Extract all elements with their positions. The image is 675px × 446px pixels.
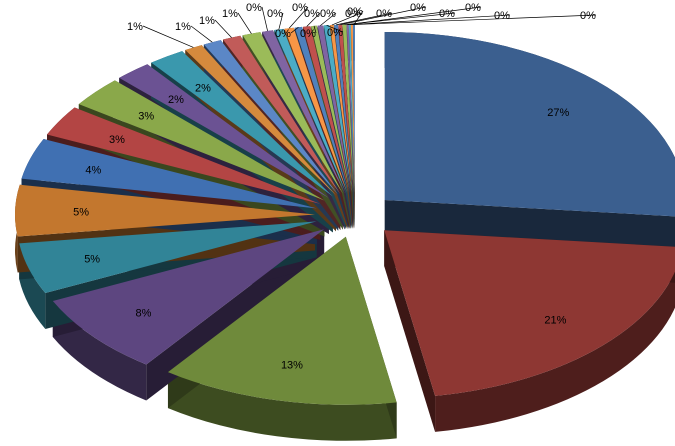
data-label-5: 5% [73, 206, 89, 218]
pie-slice-13 [223, 35, 341, 195]
pie-slice-0 [384, 31, 675, 217]
pie-slice-23 [330, 24, 353, 193]
data-label-18: 0% [275, 28, 291, 40]
leader-line-19 [306, 12, 321, 27]
leader-line-15 [261, 6, 268, 32]
leader-line-12 [190, 25, 213, 43]
data-label-20: 0% [300, 28, 316, 40]
pie-slice-19 [303, 26, 350, 193]
pie-slice-6 [21, 138, 317, 209]
leader-line-27 [347, 6, 482, 25]
leader-line-18 [290, 26, 299, 34]
leader-line-17 [288, 6, 309, 29]
pie-slice-2 [167, 236, 397, 405]
pie-slice-20 [311, 25, 351, 193]
slice-side-1 [435, 271, 675, 432]
data-label-3: 8% [135, 308, 151, 320]
data-label-1: 21% [544, 315, 566, 327]
leader-line-23 [331, 12, 362, 26]
pie-slice-3 [52, 229, 325, 365]
pie-slice-12 [203, 40, 339, 195]
pie-slice-17 [284, 27, 348, 194]
data-label-0: 27% [547, 107, 569, 119]
pie-slice-25 [338, 24, 354, 193]
leader-lines [142, 6, 597, 48]
pie-slice-27 [346, 24, 355, 193]
pie-slice-24 [334, 24, 353, 193]
pie-slice-5 [15, 184, 316, 237]
pie-slice-15 [262, 30, 345, 194]
data-label-26: 0% [439, 8, 455, 20]
pie-slice-30 [353, 24, 355, 193]
leader-line-13 [214, 19, 232, 38]
data-label-8: 3% [138, 111, 154, 123]
data-label-19: 0% [304, 8, 320, 20]
leader-line-21 [320, 12, 337, 26]
pie-slice-28 [348, 24, 355, 193]
data-label-14: 1% [222, 8, 238, 20]
pie-slice-4 [19, 221, 317, 294]
data-label-7: 3% [109, 134, 125, 146]
data-label-2: 13% [281, 359, 303, 371]
data-label-12: 1% [175, 21, 191, 33]
data-label-17: 0% [292, 2, 308, 14]
pie-slice-18 [294, 26, 349, 193]
pie-slice-1 [384, 230, 675, 396]
data-label-15: 0% [246, 2, 262, 14]
leader-line-22 [326, 24, 344, 33]
pie-slice-22 [323, 25, 352, 193]
data-label-28: 0% [494, 10, 510, 22]
data-label-4: 5% [84, 253, 100, 265]
data-label-9: 2% [168, 94, 184, 106]
slice-side-2 [167, 372, 397, 441]
leader-line-16 [278, 12, 284, 30]
data-label-6: 4% [85, 164, 101, 176]
pie-slice-21 [317, 25, 351, 193]
data-label-10: 2% [195, 82, 211, 94]
pie-slice-9 [119, 64, 329, 199]
data-label-16: 0% [267, 8, 283, 20]
pie-slice-7 [47, 107, 321, 204]
pie-slice-8 [78, 80, 325, 201]
data-label-30: 0% [347, 6, 363, 18]
data-label-11: 1% [127, 21, 143, 33]
leader-line-14 [237, 12, 252, 34]
data-label-23: 0% [345, 8, 361, 20]
data-label-27: 0% [465, 2, 481, 14]
leader-line-20 [313, 25, 317, 34]
data-labels: 27%21%13%8%5%5%4%3%3%2%2%1% 1% 1%1% 0% 0% 0%0… [73, 2, 596, 371]
leader-line-24 [335, 12, 393, 26]
pie-slice-26 [342, 24, 354, 193]
data-label-21: 0% [320, 8, 336, 20]
data-label-13: 1% [199, 15, 215, 27]
leader-line-30 [353, 10, 364, 25]
data-label-25: 0% [410, 2, 426, 14]
pie-slice-16 [274, 28, 347, 194]
leader-line-25 [340, 6, 427, 26]
data-label-22: 0% [327, 27, 343, 39]
pie-slice-14 [242, 32, 343, 194]
pie-tops [15, 24, 675, 405]
pie-slice-29 [350, 24, 355, 193]
leader-line-11 [142, 25, 194, 48]
leader-line-29 [351, 14, 597, 25]
pie-slice-11 [185, 45, 336, 196]
data-label-24: 0% [376, 8, 392, 20]
leader-line-28 [349, 14, 511, 25]
slice-wall-end-1 [384, 230, 436, 432]
pie-slice-10 [151, 51, 333, 197]
data-label-29: 0% [580, 10, 596, 22]
